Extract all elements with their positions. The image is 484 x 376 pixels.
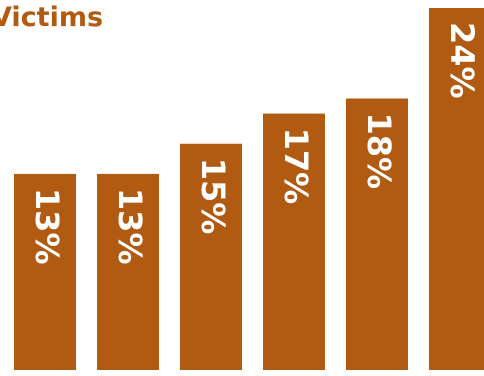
bar	[429, 8, 484, 370]
bar	[14, 173, 76, 370]
bar	[180, 143, 242, 370]
value-label: 24%	[443, 22, 481, 99]
chart-title: Victims	[0, 2, 103, 33]
bar	[346, 98, 408, 370]
bar	[97, 173, 159, 370]
value-label: 15%	[194, 158, 232, 235]
bar	[263, 113, 325, 370]
value-label: 13%	[111, 188, 149, 265]
value-label: 18%	[360, 113, 398, 190]
value-label: 13%	[28, 188, 66, 265]
value-label: 17%	[277, 128, 315, 205]
